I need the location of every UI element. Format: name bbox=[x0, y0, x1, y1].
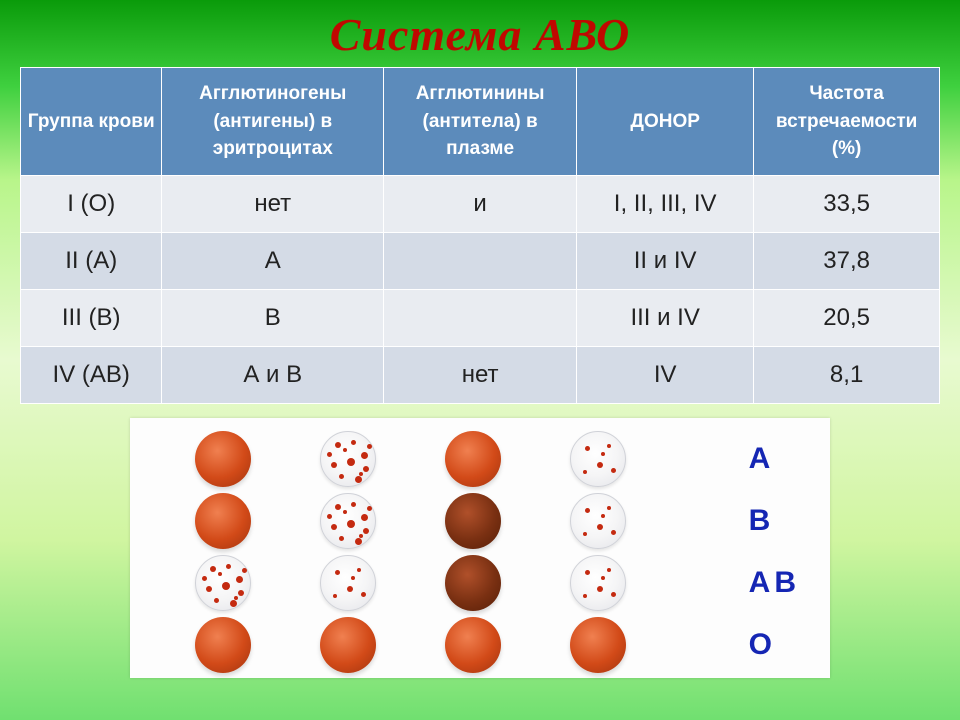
cell-group: II (A) bbox=[21, 232, 162, 289]
cell-group: III (B) bbox=[21, 289, 162, 346]
cell-agglutinogen: A bbox=[162, 232, 384, 289]
cell-freq: 20,5 bbox=[754, 289, 940, 346]
dish bbox=[195, 555, 251, 611]
cell-agglutinin bbox=[384, 289, 577, 346]
dish bbox=[445, 493, 501, 549]
dish bbox=[320, 555, 376, 611]
dish bbox=[320, 617, 376, 673]
row-label-b: B bbox=[749, 504, 800, 538]
col-freq: Частота встречаемости (%) bbox=[754, 68, 940, 176]
cell-freq: 33,5 bbox=[754, 175, 940, 232]
cell-agglutinogen: нет bbox=[162, 175, 384, 232]
dish-grid bbox=[160, 428, 660, 676]
dish bbox=[195, 617, 251, 673]
table-row: I (O) нет и I, II, III, IV 33,5 bbox=[21, 175, 940, 232]
cell-donor: I, II, III, IV bbox=[577, 175, 754, 232]
col-group: Группа крови bbox=[21, 68, 162, 176]
table-row: II (A) A II и IV 37,8 bbox=[21, 232, 940, 289]
table-header-row: Группа крови Агглютиногены (антигены) в … bbox=[21, 68, 940, 176]
abo-table: Группа крови Агглютиногены (антигены) в … bbox=[20, 67, 940, 404]
cell-agglutinogen: А и В bbox=[162, 346, 384, 403]
cell-agglutinin bbox=[384, 232, 577, 289]
col-donor: ДОНОР bbox=[577, 68, 754, 176]
dish bbox=[320, 431, 376, 487]
row-label-o: O bbox=[749, 628, 800, 662]
dish bbox=[445, 617, 501, 673]
cell-agglutinin: нет bbox=[384, 346, 577, 403]
col-agglutinogen: Агглютиногены (антигены) в эритроцитах bbox=[162, 68, 384, 176]
cell-agglutinogen: B bbox=[162, 289, 384, 346]
row-label-ab: AB bbox=[749, 566, 800, 600]
dish bbox=[195, 493, 251, 549]
dish bbox=[570, 617, 626, 673]
table-body: I (O) нет и I, II, III, IV 33,5 II (A) A… bbox=[21, 175, 940, 403]
cell-group: I (O) bbox=[21, 175, 162, 232]
table-row: III (B) B III и IV 20,5 bbox=[21, 289, 940, 346]
col-agglutinin: Агглютинины (антитела) в плазме bbox=[384, 68, 577, 176]
cell-group: IV (AB) bbox=[21, 346, 162, 403]
dish bbox=[320, 493, 376, 549]
agglutination-diagram: A B AB O bbox=[130, 418, 830, 678]
page-title: Система АВО bbox=[0, 0, 960, 67]
cell-donor: III и IV bbox=[577, 289, 754, 346]
dish bbox=[570, 493, 626, 549]
dish bbox=[195, 431, 251, 487]
cell-freq: 37,8 bbox=[754, 232, 940, 289]
diagram-row-labels: A B AB O bbox=[749, 428, 800, 676]
dish bbox=[570, 431, 626, 487]
cell-agglutinin: и bbox=[384, 175, 577, 232]
cell-donor: IV bbox=[577, 346, 754, 403]
cell-donor: II и IV bbox=[577, 232, 754, 289]
dish bbox=[445, 555, 501, 611]
row-label-a: A bbox=[749, 442, 800, 476]
dish bbox=[445, 431, 501, 487]
dish bbox=[570, 555, 626, 611]
table-row: IV (AB) А и В нет IV 8,1 bbox=[21, 346, 940, 403]
cell-freq: 8,1 bbox=[754, 346, 940, 403]
